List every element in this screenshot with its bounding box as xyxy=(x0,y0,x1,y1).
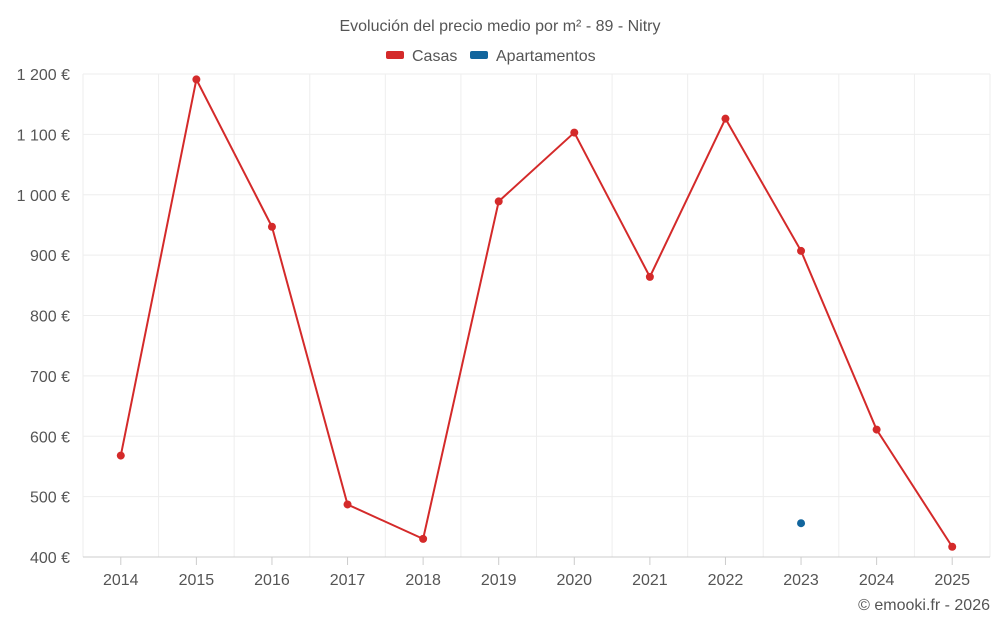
data-point[interactable] xyxy=(797,246,806,255)
legend-swatch xyxy=(386,51,404,59)
y-tick-label: 1 000 € xyxy=(17,188,70,205)
x-tick-label: 2021 xyxy=(632,572,668,589)
data-point[interactable] xyxy=(797,519,806,528)
x-axis: 2014 2015 2016 2017 2018 2019 2020 2021 2022 2023… xyxy=(83,556,990,589)
data-point[interactable] xyxy=(872,425,881,434)
y-tick-label: 800 € xyxy=(30,309,70,326)
y-tick-label: 1 200 € xyxy=(17,67,70,84)
data-point[interactable] xyxy=(267,222,276,231)
x-tick-label: 2016 xyxy=(254,572,290,589)
x-tick-label: 2022 xyxy=(708,572,744,589)
data-point[interactable] xyxy=(570,128,579,137)
data-point[interactable] xyxy=(419,534,428,543)
data-point[interactable] xyxy=(645,272,654,281)
data-point[interactable] xyxy=(343,500,352,509)
chart-title: Evolución del precio medio por m² - 89 -… xyxy=(339,18,660,35)
y-tick-label: 500 € xyxy=(30,490,70,507)
y-tick-label: 400 € xyxy=(30,550,70,567)
x-tick-label: 2023 xyxy=(783,572,819,589)
y-tick-label: 600 € xyxy=(30,429,70,446)
gridlines xyxy=(82,73,991,557)
x-tick-label: 2014 xyxy=(103,572,139,589)
y-axis: 400 € 500 € 600 € 700 € 800 € 900 € 1 000 € 1 1… xyxy=(17,67,70,567)
legend: Casas Apartamentos xyxy=(386,48,596,65)
data-point[interactable] xyxy=(494,197,503,206)
data-point[interactable] xyxy=(192,75,201,84)
x-tick-label: 2025 xyxy=(934,572,970,589)
y-tick-label: 900 € xyxy=(30,248,70,265)
data-point[interactable] xyxy=(721,114,730,123)
x-tick-label: 2017 xyxy=(330,572,366,589)
series-line-0 xyxy=(119,76,954,548)
series-layer xyxy=(116,75,957,551)
legend-swatch xyxy=(470,51,488,59)
x-tick-label: 2020 xyxy=(556,572,592,589)
legend-label[interactable]: Apartamentos xyxy=(496,48,596,65)
credit-text: © emooki.fr - 2026 xyxy=(858,597,990,614)
x-tick-label: 2024 xyxy=(859,572,895,589)
x-tick-label: 2015 xyxy=(179,572,215,589)
x-tick-label: 2019 xyxy=(481,572,517,589)
y-tick-label: 1 100 € xyxy=(17,127,70,144)
data-point[interactable] xyxy=(948,542,957,551)
data-point[interactable] xyxy=(116,451,125,460)
x-tick-label: 2018 xyxy=(405,572,441,589)
y-tick-label: 700 € xyxy=(30,369,70,386)
legend-label[interactable]: Casas xyxy=(412,48,457,65)
